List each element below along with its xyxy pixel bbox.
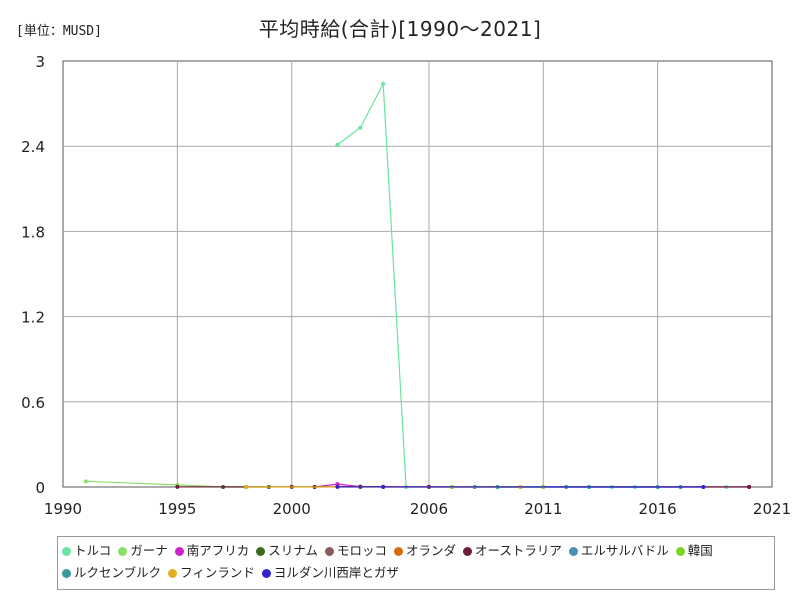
x-tick-label: 2006 [410, 500, 448, 518]
y-tick-label: 1.8 [21, 223, 45, 241]
legend-label: 韓国 [687, 543, 713, 558]
legend-label: フィンランド [180, 565, 255, 580]
legend-item: トルコ [62, 540, 111, 562]
data-point [747, 484, 752, 489]
y-tick-label: 0.6 [21, 394, 45, 412]
legend-marker-icon [261, 569, 271, 578]
x-tick-label: 2016 [639, 500, 677, 518]
data-point [381, 81, 386, 86]
y-tick-label: 2.4 [21, 138, 45, 156]
data-point [83, 479, 88, 484]
legend-item: モロッコ [324, 540, 387, 562]
legend-label: ヨルダン川西岸とガザ [273, 565, 399, 580]
y-tick-label: 0 [35, 479, 45, 497]
legend-item: エルサルバドル [568, 540, 669, 562]
legend-marker-icon [62, 547, 71, 556]
data-point [335, 142, 340, 147]
legend-marker-icon [462, 547, 472, 556]
legend-label: 南アフリカ [186, 543, 250, 558]
legend-label: スリナム [268, 543, 318, 558]
unit-label: [単位：MUSD] [16, 24, 102, 39]
legend-item: オランダ [393, 540, 456, 562]
legend-item: スリナム [256, 540, 318, 562]
legend-item: ヨルダン川西岸とガザ [261, 562, 399, 584]
y-tick-label: 1.2 [21, 309, 45, 327]
data-point [175, 484, 180, 489]
x-tick-label: 1990 [44, 500, 82, 518]
legend-item: 韓国 [675, 540, 713, 562]
legend-item: フィンランド [168, 562, 255, 584]
legend-label: モロッコ [336, 543, 387, 558]
legend-marker-icon [675, 547, 685, 556]
data-point [243, 485, 248, 489]
legend-label: オーストラリア [474, 543, 562, 558]
x-tick-label: 2000 [273, 500, 311, 518]
legend-marker-icon [62, 569, 71, 578]
data-point [381, 484, 386, 489]
legend-marker-icon [118, 547, 128, 556]
x-tick-label: 2011 [524, 500, 562, 518]
legend-item: ガーナ [118, 540, 168, 562]
legend-marker-icon [393, 547, 403, 556]
legend-label: トルコ [74, 543, 112, 558]
legend-item: オーストラリア [462, 540, 562, 562]
legend-item: 南アフリカ [174, 540, 250, 562]
data-point [358, 125, 363, 130]
legend-marker-icon [256, 547, 266, 556]
legend-marker-icon [568, 547, 578, 556]
legend-label: ルクセンブルク [74, 565, 162, 580]
legend-label: ガーナ [130, 543, 168, 558]
y-tick-label: 3 [35, 53, 45, 71]
data-point [335, 484, 340, 489]
legend-marker-icon [168, 569, 178, 578]
legend-item: ルクセンブルク [62, 562, 161, 584]
legend-label: オランダ [405, 543, 456, 558]
chart-title: 平均時給(合計)[1990～2021] [258, 17, 542, 41]
plot-area [62, 60, 773, 488]
x-tick-label: 1995 [158, 500, 196, 518]
x-tick-label: 2021 [753, 500, 791, 518]
chart-legend: トルコ ガーナ 南アフリカ スリナム モロッコ オランダ オーストラリア エルサルバドル 韓国ル… [57, 536, 775, 590]
legend-marker-icon [174, 547, 184, 556]
data-point [701, 485, 706, 489]
legend-label: エルサルバドル [580, 543, 669, 558]
legend-marker-icon [324, 547, 334, 556]
